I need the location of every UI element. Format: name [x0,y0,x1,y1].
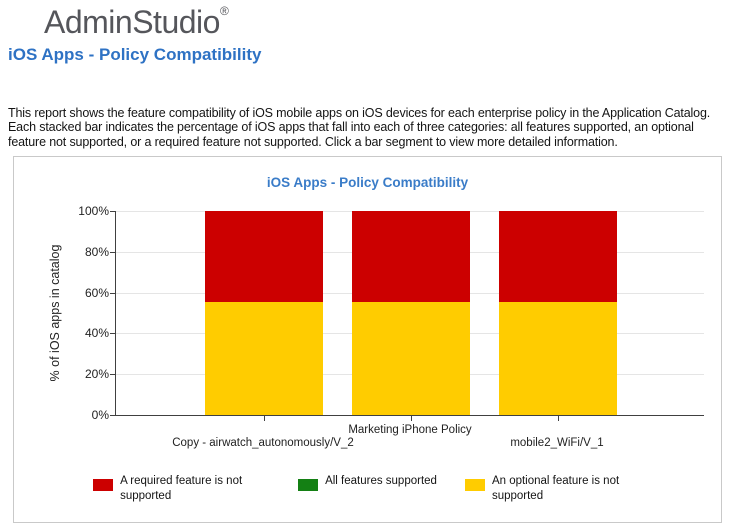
legend-swatch [298,479,319,491]
y-tick-label: 20% [84,367,109,382]
registered-trademark-mark: ® [219,4,229,18]
chart-panel: iOS Apps - Policy Compatibility % of iOS… [13,156,722,523]
y-tick-mark [110,415,116,416]
x-tick-mark [558,415,559,421]
y-tick-label: 80% [84,244,109,259]
adminstudio-logo: AdminStudio® [44,4,229,41]
y-tick-label: 60% [84,285,109,300]
bar-segment[interactable] [352,211,470,302]
legend-label: A required feature is not supported [120,475,243,502]
bar [499,211,617,415]
page-title: iOS Apps - Policy Compatibility [8,45,262,64]
legend-item: All features supported [298,474,437,491]
y-tick-mark [110,292,116,294]
y-tick-label: 0% [91,408,109,422]
bar-segment[interactable] [205,301,323,415]
y-tick-label: 40% [84,326,109,341]
x-category-label: Marketing iPhone Policy [348,424,472,436]
x-category-label: mobile2_WiFi/V_1 [510,437,604,449]
x-tick-mark [264,415,265,421]
chart-legend: A required feature is not supported All f… [14,474,721,503]
bar-segment[interactable] [499,301,617,415]
bar [205,211,323,415]
x-category-label: Copy - airwatch_autonomously/V_2 [172,437,354,449]
x-tick-mark [411,415,412,421]
legend-swatch [93,479,114,491]
legend-label: An optional feature is not supported [491,475,620,502]
legend-item: A required feature is not supported [93,474,270,503]
bar-segment[interactable] [352,301,470,415]
logo-text: AdminStudio [44,4,220,40]
y-tick-mark [110,374,116,376]
bar-segment[interactable] [499,211,617,302]
bar [352,211,470,415]
y-axis-tick-labels: 0% 20% 40% 60% 80% 100% [53,204,109,422]
y-tick-mark [110,251,116,253]
bar-segment[interactable] [205,211,323,302]
legend-item: An optional feature is not supported [464,474,642,503]
y-tick-label: 100% [78,204,109,218]
plot-area [110,211,704,421]
legend-swatch [464,479,485,491]
report-description: This report shows the feature compatibil… [8,105,711,150]
y-tick-mark [110,211,116,212]
y-tick-mark [110,333,116,335]
legend-label: All features supported [325,475,437,487]
chart-title: iOS Apps - Policy Compatibility [266,175,469,190]
